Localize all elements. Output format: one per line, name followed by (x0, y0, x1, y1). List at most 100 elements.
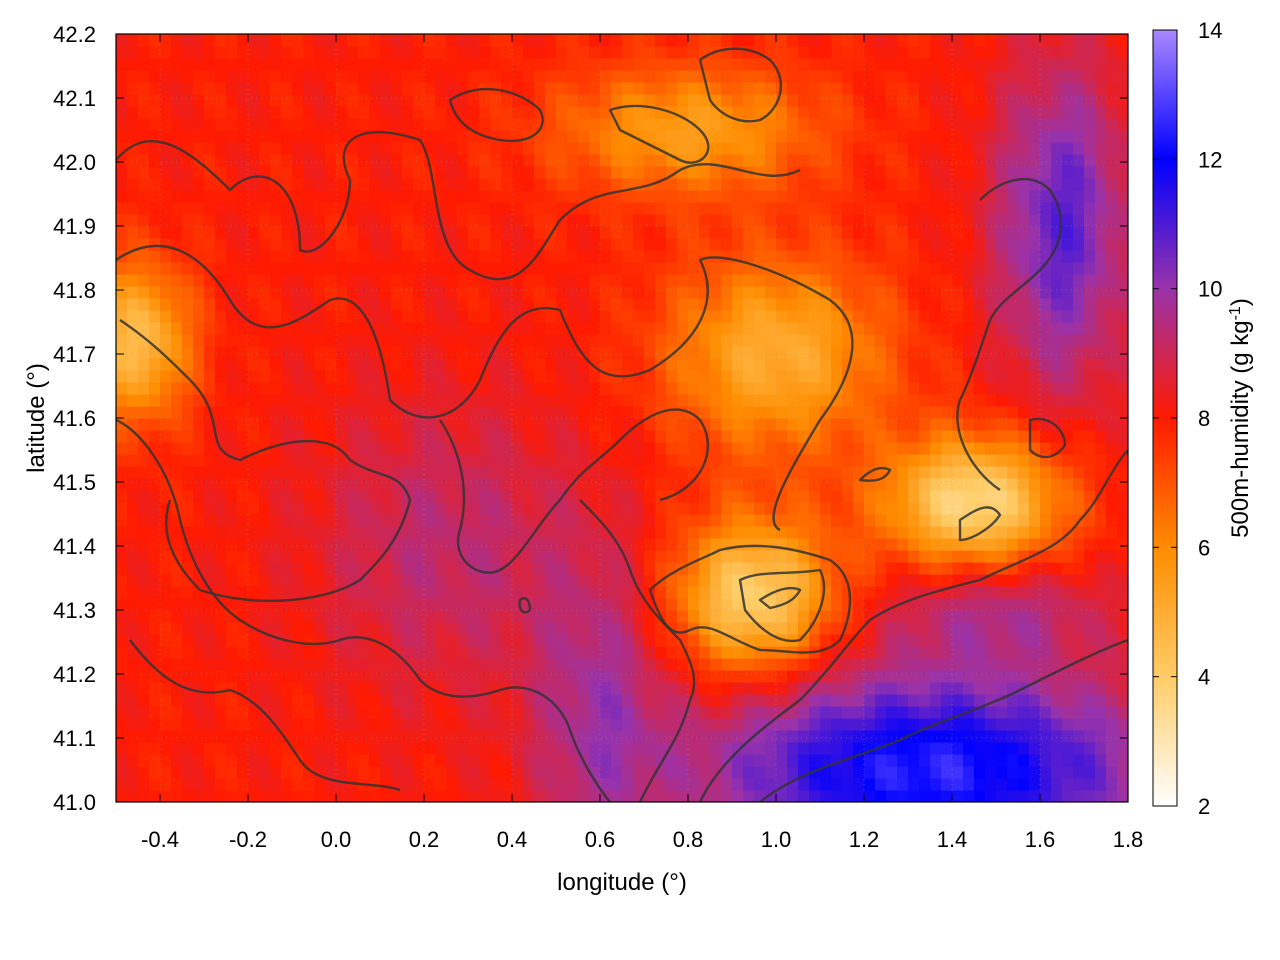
heatmap-cell (919, 214, 931, 227)
heatmap-cell (160, 118, 172, 131)
heatmap-cell (314, 94, 326, 107)
heatmap-cell (248, 766, 260, 779)
heatmap-cell (358, 598, 370, 611)
heatmap-cell (787, 298, 799, 311)
heatmap-cell (776, 154, 788, 167)
heatmap-cell (457, 790, 469, 802)
heatmap-cell (941, 166, 953, 179)
heatmap-cell (732, 346, 744, 359)
heatmap-cell (314, 694, 326, 707)
heatmap-cell (446, 250, 458, 263)
heatmap-cell (842, 322, 854, 335)
heatmap-cell (897, 70, 909, 83)
heatmap-cell (292, 742, 304, 755)
heatmap-cell (248, 574, 260, 587)
heatmap-cell (897, 94, 909, 107)
heatmap-cell (160, 358, 172, 371)
heatmap-cell (512, 202, 524, 215)
heatmap-cell (930, 286, 942, 299)
heatmap-cell (798, 178, 810, 191)
heatmap-cell (732, 610, 744, 623)
heatmap-cell (149, 574, 161, 587)
heatmap-cell (864, 670, 876, 683)
heatmap-cell (402, 34, 414, 47)
heatmap-cell (138, 586, 150, 599)
heatmap-cell (204, 682, 216, 695)
heatmap-cell (237, 622, 249, 635)
heatmap-cell (600, 610, 612, 623)
heatmap-cell (578, 718, 590, 731)
heatmap-cell (897, 430, 909, 443)
heatmap-cell (303, 190, 315, 203)
heatmap-cell (545, 418, 557, 431)
heatmap-cell (677, 262, 689, 275)
heatmap-cell (655, 598, 667, 611)
heatmap-cell (237, 442, 249, 455)
heatmap-cell (897, 766, 909, 779)
heatmap-cell (534, 574, 546, 587)
heatmap-cell (490, 394, 502, 407)
heatmap-cell (369, 322, 381, 335)
heatmap-cell (886, 226, 898, 239)
heatmap-cell (182, 106, 194, 119)
heatmap-cell (919, 322, 931, 335)
heatmap-cell (391, 610, 403, 623)
heatmap-cell (391, 670, 403, 683)
heatmap-cell (622, 598, 634, 611)
heatmap-cell (776, 58, 788, 71)
heatmap-cell (842, 466, 854, 479)
heatmap-cell (325, 178, 337, 191)
heatmap-cell (292, 250, 304, 263)
heatmap-cell (270, 454, 282, 467)
heatmap-cell (556, 298, 568, 311)
heatmap-cell (688, 214, 700, 227)
heatmap-cell (666, 706, 678, 719)
heatmap-cell (171, 250, 183, 263)
heatmap-cell (435, 670, 447, 683)
heatmap-cell (875, 682, 887, 695)
heatmap-cell (171, 226, 183, 239)
heatmap-cell (336, 430, 348, 443)
heatmap-cell (369, 226, 381, 239)
heatmap-cell (644, 34, 656, 47)
heatmap-cell (171, 34, 183, 47)
heatmap-cell (127, 46, 139, 59)
heatmap-cell (875, 754, 887, 767)
heatmap-cell (380, 478, 392, 491)
heatmap-cell (292, 370, 304, 383)
heatmap-cell (380, 778, 392, 791)
heatmap-cell (435, 598, 447, 611)
heatmap-cell (457, 586, 469, 599)
heatmap-cell (303, 346, 315, 359)
heatmap-cell (710, 598, 722, 611)
heatmap-cell (776, 682, 788, 695)
heatmap-cell (391, 334, 403, 347)
heatmap-cell (754, 286, 766, 299)
heatmap-cell (633, 70, 645, 83)
heatmap-cell (160, 346, 172, 359)
heatmap-cell (303, 298, 315, 311)
heatmap-cell (831, 754, 843, 767)
heatmap-cell (600, 598, 612, 611)
heatmap-cell (600, 166, 612, 179)
heatmap-cell (952, 550, 964, 563)
heatmap-cell (534, 94, 546, 107)
heatmap-cell (842, 490, 854, 503)
heatmap-cell (787, 322, 799, 335)
heatmap-cell (732, 646, 744, 659)
heatmap-cell (809, 226, 821, 239)
heatmap-cell (589, 406, 601, 419)
heatmap-cell (248, 478, 260, 491)
heatmap-cell (820, 706, 832, 719)
heatmap-cell (776, 226, 788, 239)
heatmap-cell (776, 298, 788, 311)
heatmap-cell (831, 394, 843, 407)
heatmap-cell (699, 46, 711, 59)
heatmap-cell (226, 598, 238, 611)
heatmap-cell (754, 118, 766, 131)
heatmap-cell (809, 202, 821, 215)
heatmap-cell (127, 574, 139, 587)
heatmap-cell (391, 154, 403, 167)
heatmap-cell (369, 58, 381, 71)
heatmap-cell (853, 430, 865, 443)
